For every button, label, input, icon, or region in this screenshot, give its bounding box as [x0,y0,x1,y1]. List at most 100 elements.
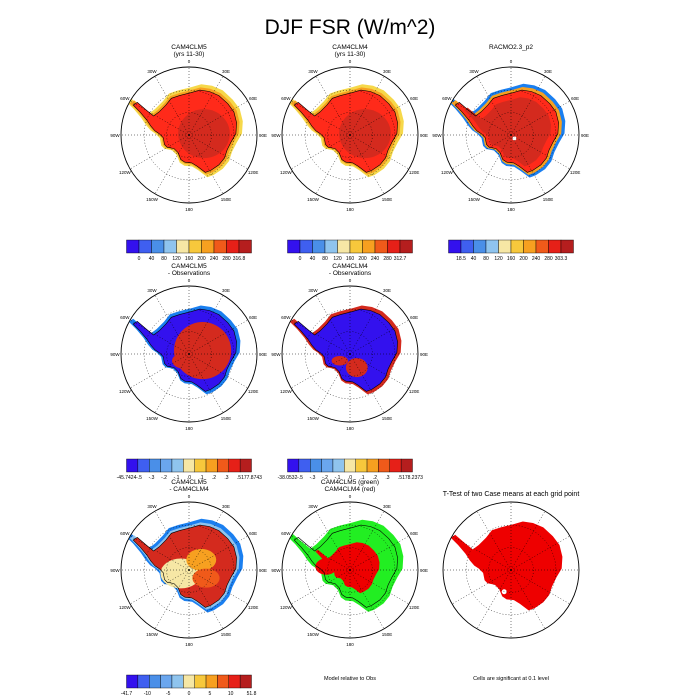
lon-label: 30W [469,69,479,74]
colorbar-label: 160 [185,256,194,262]
panel-subtitle: (yrs 11-30) [335,51,366,58]
lon-label: 90E [259,133,267,138]
meridian-line [188,319,249,355]
meridian-line [188,353,249,389]
map-panel-p8: 0 30E 60E 90E 120E 150E 180 150W 120W 90W 60W 30W CA… [271,479,428,682]
lon-label: 0 [349,494,352,499]
plateau-fill [178,109,230,159]
colorbar-cell [349,239,363,254]
panel-title: CAM4CLM5 [171,479,207,486]
lon-label: 180 [346,642,354,647]
meridian-line [510,510,546,571]
lon-label: 90W [271,568,281,573]
colorbar-label: 5 [208,691,211,697]
lon-label: 30W [147,504,157,509]
meridian-line [349,569,385,630]
lon-label: 30E [222,504,230,509]
panel-footnote: Cells are significant at 0.1 level [473,676,549,682]
colorbar-label: .1 [360,475,364,481]
colorbar-label: -.5 [136,475,142,481]
lon-label: 60W [120,315,130,320]
coastline [293,524,398,608]
lon-label: 180 [185,207,193,212]
colorbar-cell [399,239,413,254]
lon-label: 60E [249,315,257,320]
colorbar-label: -.3 [310,475,316,481]
lon-label: 60W [281,96,291,101]
lon-label: 150W [146,197,159,202]
colorbar-cell [312,239,326,254]
meridian-line [315,134,351,195]
lon-label: 120E [248,605,259,610]
lon-label: 30W [308,504,318,509]
lon-label: 60E [410,96,418,101]
lon-label: 120W [280,389,293,394]
lon-label: 120E [409,170,420,175]
colorbar-label: .0 [187,475,191,481]
colorbar-cell [366,458,379,473]
lon-label: 30E [383,288,391,293]
coastline [132,89,237,173]
map-panel-p5: 0 30E 60E 90E 120E 150E 180 150W 120W 90W 60W 30W CA… [271,263,428,481]
colorbar-cell [498,239,512,254]
lon-label: 90W [271,133,281,138]
meridian-line [154,75,190,136]
meridian-line [315,569,351,630]
lon-label: 0 [349,278,352,283]
lon-label: 30E [222,69,230,74]
lon-label: 60E [410,531,418,536]
colorbar-cell [362,239,376,254]
colorbar-label: -38.0532 [278,475,298,481]
colorbar-cell [321,458,334,473]
plateau-fill [339,109,391,159]
lon-label: 180 [185,426,193,431]
meridian-line [349,134,385,195]
coastline [454,89,559,173]
coastline [132,308,237,392]
colorbar-label: 178.2373 [402,475,423,481]
colorbar-cell [171,674,184,689]
lon-label: 30E [383,504,391,509]
map-panel-p7: 0 30E 60E 90E 120E 150E 180 150W 120W 90W 60W 30W CA… [110,479,267,697]
latitude-circle [488,547,534,593]
latitude-circle [327,112,373,158]
coastline [293,308,398,392]
colorbar-cell [137,458,150,473]
meridian-line [129,319,190,355]
model-red-fill [315,558,338,575]
negative-bias-fill [294,309,398,392]
meridian-line [510,134,546,195]
latitude-circle [143,308,235,400]
lon-label: 30E [222,288,230,293]
meridian-line [188,569,249,605]
lon-label: 150E [382,197,393,202]
colorbar-cell [183,674,195,689]
colorbar-cell [374,239,388,254]
colorbar-label: -41.7 [121,691,133,697]
lon-label: 180 [346,207,354,212]
meridian-line [476,510,512,571]
map-frame [281,66,419,204]
meridian-line [476,569,512,630]
colorbar-label: 240 [371,256,380,262]
colorbar-cell [217,674,229,689]
meridian-line [349,510,385,571]
colorbar-cell [287,458,300,473]
lon-label: 60E [571,96,579,101]
colorbar-label: -.1 [335,475,341,481]
colorbar-cell [239,458,252,473]
lon-label: 150W [146,416,159,421]
meridian-line [188,569,224,630]
colorbar-label: 177.8743 [241,475,262,481]
lon-label: 180 [185,642,193,647]
colorbar-cell [228,458,241,473]
lon-label: 120W [280,605,293,610]
coastline [132,524,237,608]
meridian-line [510,75,546,136]
colorbar-label: 40 [149,256,155,262]
insignificant-gap [501,589,507,595]
map-frame [281,501,419,639]
map-frame [120,501,258,639]
latitude-circle [465,89,557,181]
